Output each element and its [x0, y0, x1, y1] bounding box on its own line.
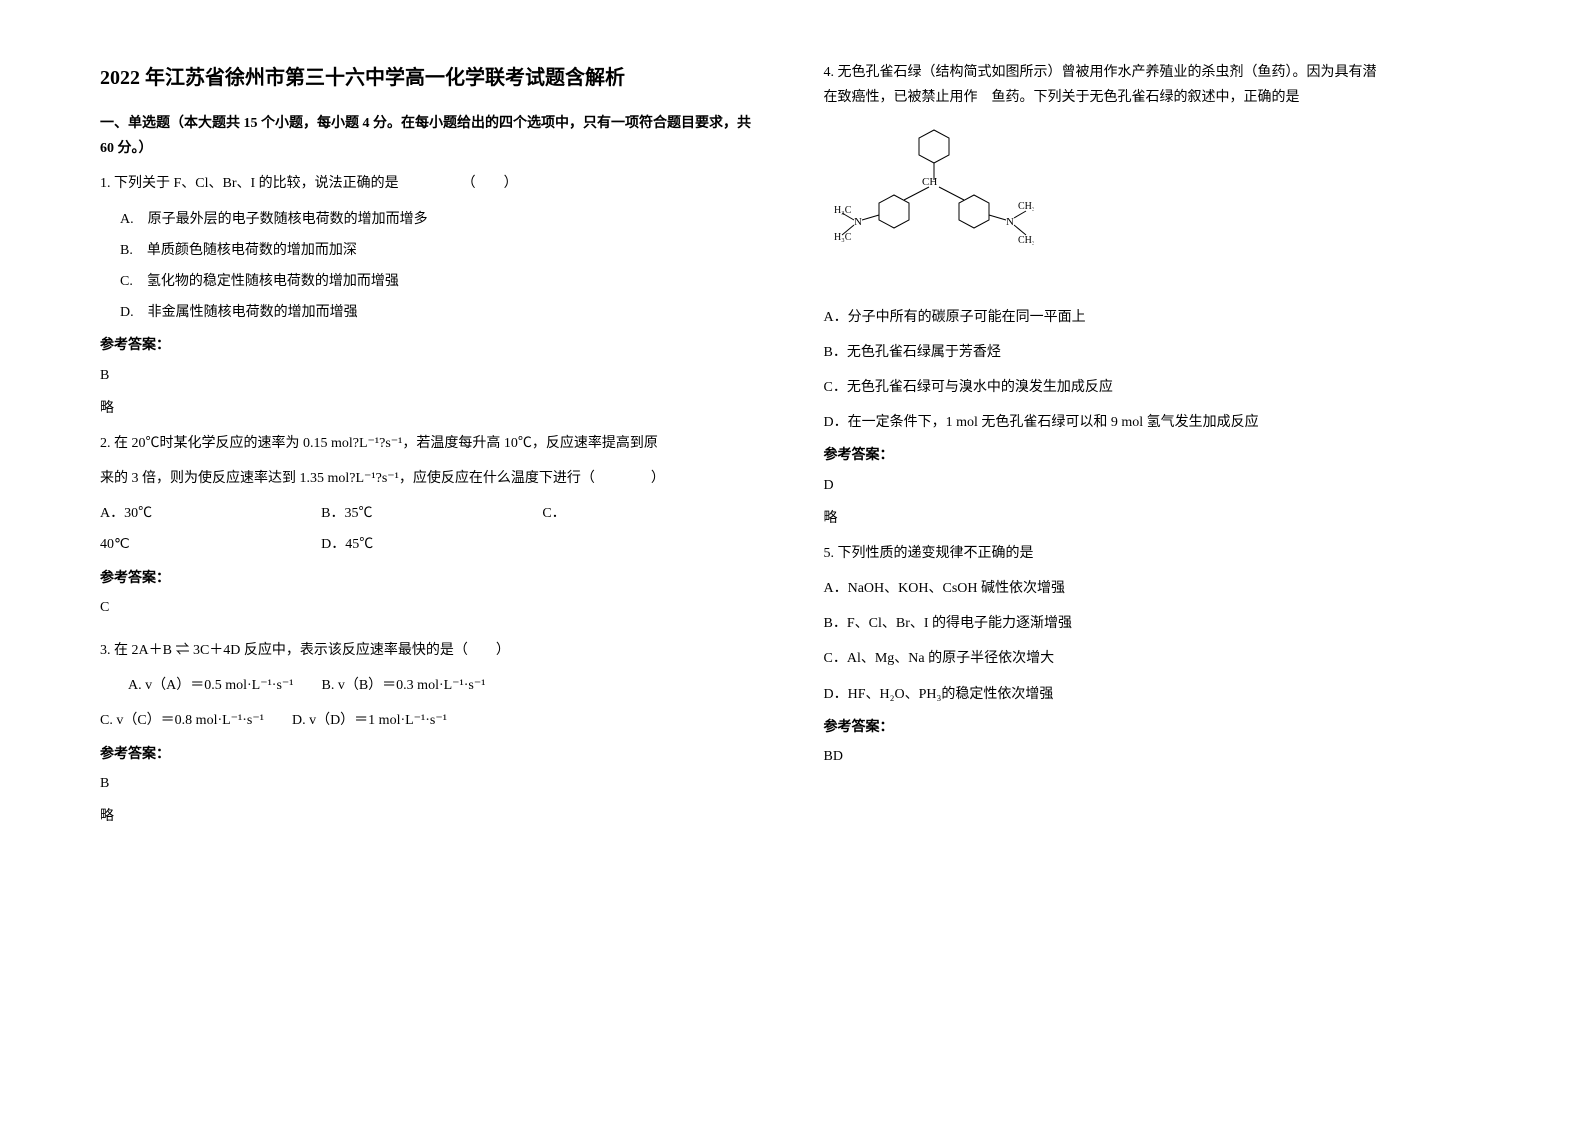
h3c-left1: H₃C — [834, 205, 852, 216]
q2-stem1: 2. 在 20℃时某化学反应的速率为 0.15 mol?L⁻¹?s⁻¹，若温度每… — [100, 431, 764, 456]
question-4: 4. 无色孔雀石绿（结构简式如图所示）曾被用作水产养殖业的杀虫剂（鱼药）。因为具… — [824, 60, 1488, 531]
q1-optD: D. 非金属性随核电荷数的增加而增强 — [120, 300, 764, 325]
q2-stem2: 来的 3 倍，则为使反应速率达到 1.35 mol?L⁻¹?s⁻¹，应使反应在什… — [100, 466, 764, 491]
q1-answer: B — [100, 363, 764, 388]
q3-answer-label: 参考答案： — [100, 742, 764, 767]
q5-optA: A．NaOH、KOH、CsOH 碱性依次增强 — [824, 576, 1488, 601]
q2-optB: B．35℃ — [321, 501, 542, 526]
q4-optC: C．无色孔雀石绿可与溴水中的溴发生加成反应 — [824, 375, 1488, 400]
q1-optB: B. 单质颜色随核电荷数的增加而加深 — [120, 238, 764, 263]
n-right-label: N — [1006, 216, 1014, 228]
section-header: 一、单选题（本大题共 15 个小题，每小题 4 分。在每小题给出的四个选项中，只… — [100, 111, 764, 161]
question-1: 1. 下列关于 F、Cl、Br、I 的比较，说法正确的是 （ ） A. 原子最外… — [100, 171, 764, 421]
left-column: 2022 年江苏省徐州市第三十六中学高一化学联考试题含解析 一、单选题（本大题共… — [100, 60, 764, 1062]
ch-label: CH — [922, 176, 937, 188]
ch3-right1: CH₃ — [1018, 201, 1034, 212]
q2-optC2: 40℃ — [100, 532, 321, 557]
q5-optC: C．Al、Mg、Na 的原子半径依次增大 — [824, 646, 1488, 671]
q3-answer: B — [100, 771, 764, 796]
q3-optAB: A. v（A）＝0.5 mol·L⁻¹·s⁻¹ B. v（B）＝0.3 mol·… — [100, 673, 764, 698]
n-left-label: N — [854, 216, 862, 228]
question-2: 2. 在 20℃时某化学反应的速率为 0.15 mol?L⁻¹?s⁻¹，若温度每… — [100, 431, 764, 628]
q2-optA: A．30℃ — [100, 501, 321, 526]
q4-answer-label: 参考答案： — [824, 443, 1488, 468]
q4-optD: D．在一定条件下，1 mol 无色孔雀石绿可以和 9 mol 氢气发生加成反应 — [824, 410, 1488, 435]
q5-optD: D．HF、H₂O、PH₃的稳定性依次增强 — [824, 682, 1488, 707]
q5-optB: B．F、Cl、Br、I 的得电子能力逐渐增强 — [824, 611, 1488, 636]
molecule-diagram: CH N H₃C H₃C N CH₃ CH₃ — [834, 125, 1488, 264]
q3-note: 略 — [100, 804, 764, 829]
right-column: 4. 无色孔雀石绿（结构简式如图所示）曾被用作水产养殖业的杀虫剂（鱼药）。因为具… — [824, 60, 1488, 1062]
ch3-right2: CH₃ — [1018, 235, 1034, 246]
q1-note: 略 — [100, 396, 764, 421]
q2-optC: C． — [542, 501, 763, 526]
question-5: 5. 下列性质的递变规律不正确的是 A．NaOH、KOH、CsOH 碱性依次增强… — [824, 541, 1488, 777]
q3-stem: 3. 在 2A＋B ⇌ 3C＋4D 反应中，表示该反应速率最快的是（ ） — [100, 638, 764, 663]
q2-optD: D．45℃ — [321, 532, 542, 557]
h3c-left2: H₃C — [834, 232, 852, 243]
q4-optB: B．无色孔雀石绿属于芳香烃 — [824, 340, 1488, 365]
q2-answer-label: 参考答案： — [100, 566, 764, 591]
q5-answer: BD — [824, 744, 1488, 769]
q5-stem: 5. 下列性质的递变规律不正确的是 — [824, 541, 1488, 566]
q4-stem2: 在致癌性，已被禁止用作 鱼药。下列关于无色孔雀石绿的叙述中，正确的是 — [824, 85, 1488, 110]
q3-optCD: C. v（C）＝0.8 mol·L⁻¹·s⁻¹ D. v（D）＝1 mol·L⁻… — [100, 708, 764, 733]
q1-stem: 1. 下列关于 F、Cl、Br、I 的比较，说法正确的是 （ ） — [100, 171, 764, 196]
q1-optC: C. 氢化物的稳定性随核电荷数的增加而增强 — [120, 269, 764, 294]
q4-answer: D — [824, 473, 1488, 498]
q4-stem1: 4. 无色孔雀石绿（结构简式如图所示）曾被用作水产养殖业的杀虫剂（鱼药）。因为具… — [824, 60, 1488, 85]
q4-note: 略 — [824, 506, 1488, 531]
q1-optA: A. 原子最外层的电子数随核电荷数的增加而增多 — [120, 207, 764, 232]
q1-answer-label: 参考答案： — [100, 333, 764, 358]
question-3: 3. 在 2A＋B ⇌ 3C＋4D 反应中，表示该反应速率最快的是（ ） A. … — [100, 638, 764, 829]
q5-answer-label: 参考答案： — [824, 715, 1488, 740]
q4-optA: A．分子中所有的碳原子可能在同一平面上 — [824, 305, 1488, 330]
exam-title: 2022 年江苏省徐州市第三十六中学高一化学联考试题含解析 — [100, 60, 764, 96]
q2-answer: C — [100, 595, 764, 620]
